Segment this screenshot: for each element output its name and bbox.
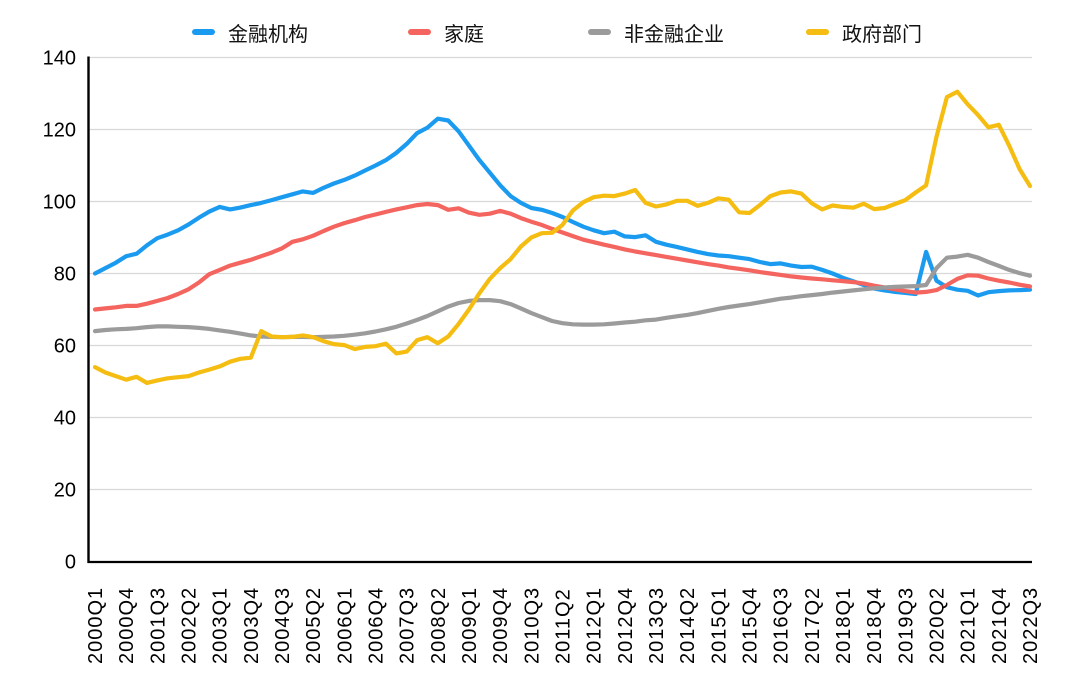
y-tick-label-80: 80 (54, 264, 76, 286)
x-tick-label-2010Q3: 2010Q3 (521, 587, 543, 664)
legend-swatch-government (806, 29, 829, 35)
x-tick-label-2016Q3: 2016Q3 (771, 587, 793, 664)
x-tick-label-2017Q2: 2017Q2 (802, 587, 824, 664)
x-tick-label-2000Q4: 2000Q4 (116, 587, 138, 664)
x-tick-label-2021Q4: 2021Q4 (989, 587, 1011, 664)
x-tick-label-2003Q4: 2003Q4 (241, 587, 263, 664)
x-tick-label-2019Q3: 2019Q3 (895, 587, 917, 664)
legend-item-financial-institutions[interactable]: 金融机构 (192, 18, 308, 46)
x-tick-label-2008Q2: 2008Q2 (428, 587, 450, 664)
x-tick-label-2009Q4: 2009Q4 (490, 587, 512, 664)
y-tick-label-140: 140 (43, 48, 76, 70)
x-tick-label-2014Q2: 2014Q2 (677, 587, 699, 664)
x-tick-label-2006Q4: 2006Q4 (366, 587, 388, 664)
chart-legend: 金融机构 家庭 非金融企业 政府部门 (0, 18, 1080, 48)
x-tick-label-2012Q4: 2012Q4 (615, 587, 637, 664)
x-tick-label-2013Q3: 2013Q3 (646, 587, 668, 664)
x-tick-label-2005Q2: 2005Q2 (303, 587, 325, 664)
legend-item-government[interactable]: 政府部门 (806, 18, 922, 46)
series-line-households[interactable] (92, 201, 1033, 312)
x-tick-label-2007Q3: 2007Q3 (397, 587, 419, 664)
x-tick-label-2015Q4: 2015Q4 (740, 587, 762, 664)
x-tick-label-2012Q1: 2012Q1 (584, 587, 606, 664)
y-tick-label-100: 100 (43, 192, 76, 214)
legend-label-households: 家庭 (444, 23, 484, 46)
x-tick-label-2018Q4: 2018Q4 (864, 587, 886, 664)
legend-label-financial-institutions: 金融机构 (228, 23, 308, 46)
x-tick-label-2009Q1: 2009Q1 (459, 587, 481, 664)
x-tick-label-2011Q2: 2011Q2 (553, 588, 575, 664)
y-tick-label-40: 40 (54, 408, 76, 430)
legend-label-government: 政府部门 (842, 23, 922, 46)
x-tick-label-2003Q1: 2003Q1 (210, 587, 232, 664)
x-tick-label-2015Q1: 2015Q1 (708, 587, 730, 664)
series-line-non-financial-enterprises[interactable] (92, 252, 1033, 340)
y-tick-label-0: 0 (65, 552, 76, 574)
legend-item-non-financial-enterprises[interactable]: 非金融企业 (588, 18, 724, 46)
y-tick-label-120: 120 (43, 120, 76, 142)
x-tick-label-2006Q1: 2006Q1 (334, 587, 356, 664)
x-tick-label-2021Q1: 2021Q1 (958, 587, 980, 664)
series-line-government[interactable] (92, 89, 1033, 385)
legend-swatch-non-financial-enterprises (588, 29, 611, 35)
x-tick-label-2000Q1: 2000Q1 (85, 587, 107, 664)
legend-swatch-financial-institutions (192, 29, 215, 35)
y-tick-label-20: 20 (54, 480, 76, 502)
x-tick-label-2018Q1: 2018Q1 (833, 587, 855, 664)
legend-item-households[interactable]: 家庭 (408, 18, 484, 46)
y-tick-label-60: 60 (54, 336, 76, 358)
legend-label-non-financial-enterprises: 非金融企业 (624, 23, 724, 46)
legend-swatch-households (408, 29, 431, 35)
x-tick-label-2001Q3: 2001Q3 (147, 587, 169, 664)
x-tick-label-2002Q2: 2002Q2 (179, 587, 201, 664)
x-tick-label-2004Q3: 2004Q3 (272, 587, 294, 664)
x-tick-label-2020Q2: 2020Q2 (927, 587, 949, 664)
x-tick-label-2022Q3: 2022Q3 (1020, 587, 1042, 664)
